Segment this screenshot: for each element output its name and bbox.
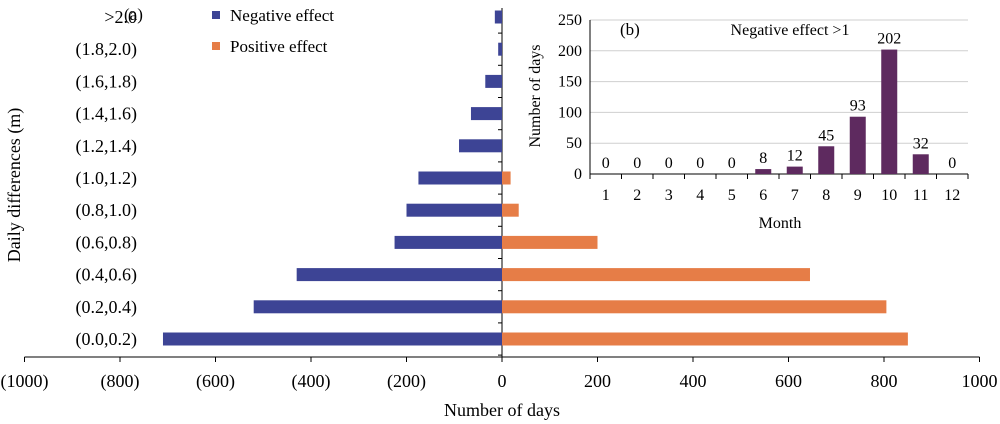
x-tick-label: (1000) xyxy=(1,371,49,392)
y-tick-label: >2.0 xyxy=(104,7,137,27)
x-tick-label: 800 xyxy=(871,371,898,391)
inset-bar xyxy=(912,154,929,174)
inset-x-tick-label: 12 xyxy=(944,187,960,204)
inset-x-tick-label: 7 xyxy=(791,187,799,204)
inset-bar xyxy=(849,116,866,174)
bar-negative xyxy=(162,332,502,346)
inset-data-label: 0 xyxy=(696,155,704,172)
main-chart-layer: (1000) (800) (600) (400) (200) 0 200 400 600 800 1… xyxy=(1,7,998,392)
y-tick-label: (1.2,1.4) xyxy=(76,136,138,157)
bar-positive xyxy=(502,235,598,249)
inset-title: Negative effect >1 xyxy=(731,22,850,39)
x-tick-label: (800) xyxy=(101,371,140,392)
inset-data-label: 45 xyxy=(818,127,834,144)
inset-y-tick-label: 150 xyxy=(558,74,582,91)
inset-data-label: 12 xyxy=(787,148,803,165)
bar-positive xyxy=(502,268,810,282)
bar-negative xyxy=(498,42,502,56)
bar-negative xyxy=(296,268,502,282)
x-tick-label: 600 xyxy=(775,371,802,391)
y-tick-label: (1.0,1.2) xyxy=(76,168,138,189)
inset-y-tick-label: 250 xyxy=(558,12,582,29)
inset-data-label: 0 xyxy=(633,155,641,172)
inset-data-label: 0 xyxy=(948,155,956,172)
inset-bar xyxy=(755,169,772,174)
bar-positive xyxy=(502,332,908,346)
inset-data-label: 32 xyxy=(913,135,929,152)
x-tick-label: 400 xyxy=(680,371,707,391)
y-tick-label: (1.8,2.0) xyxy=(76,39,138,60)
bar-positive xyxy=(502,300,887,314)
inset-bar xyxy=(786,166,803,174)
y-tick-label: (0.6,0.8) xyxy=(76,232,138,253)
inset-y-tick-label: 50 xyxy=(566,135,582,152)
y-tick-label: (1.4,1.6) xyxy=(76,104,138,125)
inset-data-label: 202 xyxy=(877,31,901,48)
inset-data-label: 0 xyxy=(728,155,736,172)
y-tick-label: (0.2,0.4) xyxy=(76,297,138,318)
y-tick-label: (0.4,0.6) xyxy=(76,265,138,286)
bar-negative xyxy=(253,300,502,314)
bar-negative xyxy=(470,107,502,121)
inset-data-label: 93 xyxy=(850,98,866,115)
inset-x-tick-label: 2 xyxy=(633,187,641,204)
bar-negative xyxy=(485,74,502,88)
inset-x-tick-label: 1 xyxy=(602,187,610,204)
inset-y-tick-label: 0 xyxy=(574,166,582,183)
y-tick-label: (1.6,1.8) xyxy=(76,71,138,92)
legend-swatch-positive xyxy=(212,42,220,50)
y-tick-label: (0.8,1.0) xyxy=(76,200,138,221)
inset-x-tick-label: 9 xyxy=(854,187,862,204)
bar-positive xyxy=(502,203,519,217)
inset-y-tick-label: 100 xyxy=(558,104,582,121)
inset-x-tick-label: 8 xyxy=(822,187,830,204)
inset-bar xyxy=(818,146,835,174)
inset-x-axis-title: Month xyxy=(759,215,802,232)
x-tick-label: (200) xyxy=(387,371,426,392)
legend-label-negative: Negative effect xyxy=(230,6,334,25)
inset-bar xyxy=(881,49,898,174)
x-axis-title: Number of days xyxy=(444,400,560,420)
inset-y-axis-title: Number of days xyxy=(527,44,544,147)
y-axis-title: Daily differences (m) xyxy=(4,108,25,263)
x-tick-label: (400) xyxy=(292,371,331,392)
inset-x-tick-label: 10 xyxy=(881,187,897,204)
bar-negative xyxy=(494,10,502,24)
inset-x-tick-label: 4 xyxy=(696,187,704,204)
bar-negative xyxy=(459,139,502,153)
inset-y-tick-label: 200 xyxy=(558,43,582,60)
inset-data-label: 0 xyxy=(602,155,610,172)
legend-swatch-negative xyxy=(212,11,220,19)
inset-chart-layer: 0501001502002501020304050687128459931020… xyxy=(558,12,969,204)
bar-positive xyxy=(502,171,511,185)
x-tick-label: (600) xyxy=(196,371,235,392)
x-tick-label: 1000 xyxy=(962,371,998,391)
bar-negative xyxy=(418,171,502,185)
inset-data-label: 8 xyxy=(759,150,767,167)
panel-a-label: (a) xyxy=(124,5,143,24)
x-tick-label: 200 xyxy=(584,371,611,391)
inset-x-tick-label: 3 xyxy=(665,187,673,204)
inset-x-tick-label: 6 xyxy=(759,187,767,204)
bar-negative xyxy=(406,203,502,217)
panel-b-label: (b) xyxy=(620,20,640,39)
bar-negative xyxy=(394,235,502,249)
inset-x-tick-label: 5 xyxy=(728,187,736,204)
y-tick-label: (0.0,0.2) xyxy=(76,329,138,350)
inset-data-label: 0 xyxy=(665,155,673,172)
legend-label-positive: Positive effect xyxy=(230,37,328,56)
inset-x-tick-label: 11 xyxy=(913,187,928,204)
x-tick-label: 0 xyxy=(498,371,507,391)
